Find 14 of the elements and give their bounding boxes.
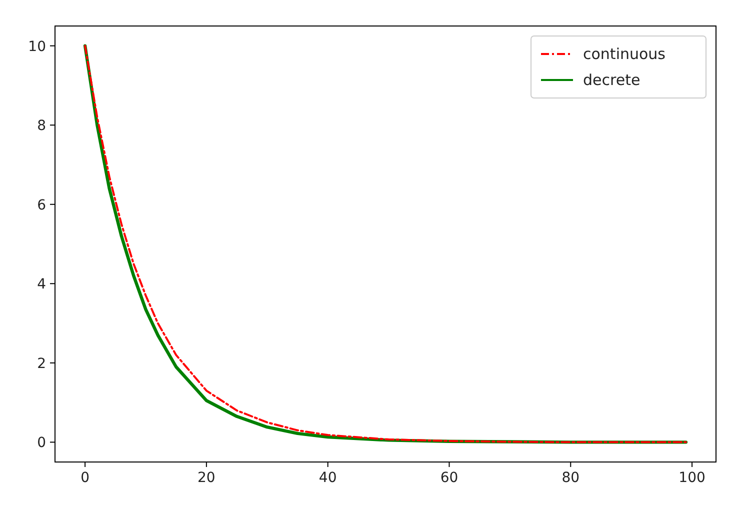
y-tick-label: 6 [37,197,46,214]
x-tick-label: 40 [318,470,337,486]
x-tick-label: 20 [198,470,216,486]
y-tick-label: 2 [37,356,46,372]
y-tick-label: 8 [37,118,46,134]
x-tick-label: 60 [440,470,458,486]
y-tick-label: 10 [28,38,46,55]
x-tick-label: 0 [80,470,90,486]
legend-label: decrete [583,71,640,89]
legend-label: continuous [583,45,666,63]
x-tick-label: 80 [562,470,580,486]
x-tick-label: 100 [678,470,706,486]
y-tick-label: 0 [37,435,46,452]
y-tick-label: 4 [37,276,46,293]
